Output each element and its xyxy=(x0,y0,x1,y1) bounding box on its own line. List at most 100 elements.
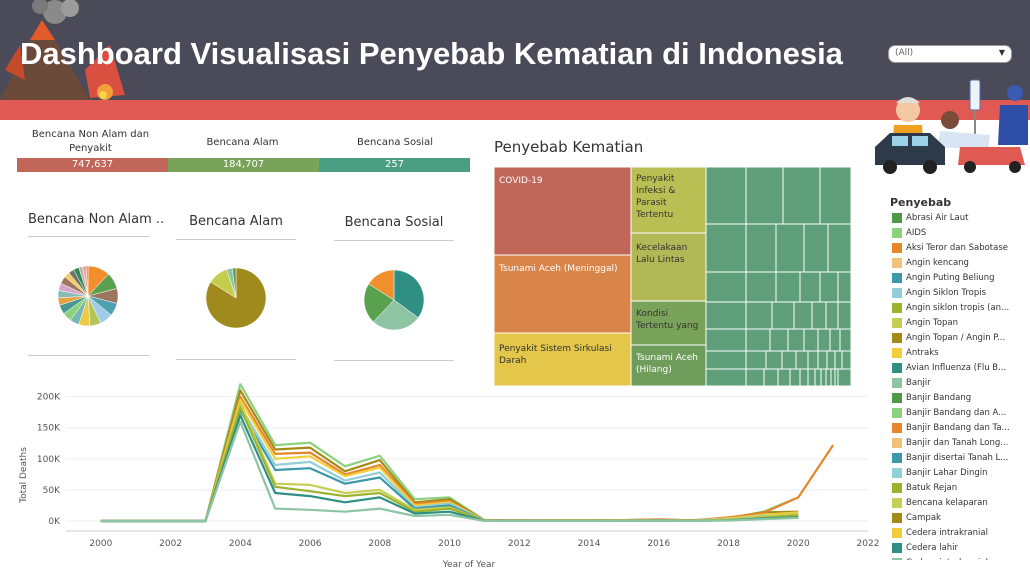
legend-item[interactable]: Abrasi Air Laut xyxy=(892,210,1028,225)
legend-item[interactable]: Cedera intrakranial xyxy=(892,555,1028,560)
treemap-cell[interactable] xyxy=(705,301,747,330)
treemap-cell[interactable] xyxy=(834,350,843,370)
legend-item[interactable]: Cedera lahir xyxy=(892,540,1028,555)
treemap-cell-tsunami-hilang[interactable] xyxy=(630,344,707,386)
legend-item[interactable]: Campak xyxy=(892,510,1028,525)
kpi-bar-alam[interactable]: 184,707 xyxy=(168,158,319,172)
legend-item[interactable]: Banjir Bandang xyxy=(892,390,1028,405)
treemap-cell[interactable] xyxy=(837,301,852,330)
treemap-cell[interactable] xyxy=(817,350,828,370)
legend-item[interactable]: Angin kencang xyxy=(892,255,1028,270)
treemap-cell-infeksi[interactable] xyxy=(630,167,707,234)
treemap-cell[interactable] xyxy=(829,328,841,352)
y-tick-label: 200K xyxy=(37,393,61,403)
kpi-bar-sosial[interactable]: 257 xyxy=(319,158,470,172)
legend-swatch xyxy=(892,362,902,373)
pie-title-sosial: Bencana Sosial xyxy=(344,215,444,230)
pie-slice[interactable] xyxy=(368,269,395,301)
treemap-cell[interactable] xyxy=(826,350,836,370)
legend-item[interactable]: Angin Topan xyxy=(892,315,1028,330)
legend-item[interactable]: Angin Topan / Angin P... xyxy=(892,330,1028,345)
treemap-cell[interactable] xyxy=(803,223,829,273)
pie-divider xyxy=(334,240,454,241)
legend-item[interactable]: Banjir xyxy=(892,375,1028,390)
legend-label: Batuk Rejan xyxy=(906,482,958,493)
legend-item[interactable]: Angin Puting Beliung xyxy=(892,270,1028,285)
treemap-cell[interactable] xyxy=(799,271,821,303)
chart-y-axis-label: Total Deaths xyxy=(19,447,29,504)
treemap-cell[interactable] xyxy=(745,301,773,330)
cause-filter-dropdown[interactable]: (All) ▼ xyxy=(888,45,1012,63)
series-line[interactable] xyxy=(100,420,799,523)
legend-item[interactable]: Banjir disertai Tanah L... xyxy=(892,450,1028,465)
treemap-cell[interactable] xyxy=(765,350,783,370)
treemap-cell-kecelakaan[interactable] xyxy=(630,232,707,302)
treemap-cell-sirkulasi[interactable] xyxy=(494,332,632,386)
kpi-bar-non-alam[interactable]: 747,637 xyxy=(17,158,168,172)
chevron-down-icon: ▼ xyxy=(998,48,1005,57)
pie-slice[interactable] xyxy=(363,283,395,323)
treemap-cell[interactable] xyxy=(745,328,771,352)
legend-item[interactable]: Batuk Rejan xyxy=(892,480,1028,495)
chart-x-axis-label: Year of Year xyxy=(442,560,496,570)
treemap-cell[interactable] xyxy=(793,301,813,330)
treemap-cell[interactable] xyxy=(745,167,784,225)
treemap-cell[interactable] xyxy=(745,271,777,303)
treemap-cell[interactable] xyxy=(819,271,839,303)
treemap-cell[interactable] xyxy=(817,328,831,352)
treemap-cell[interactable] xyxy=(771,301,795,330)
treemap-cell[interactable] xyxy=(787,328,805,352)
treemap-cell[interactable] xyxy=(837,271,852,303)
series-line[interactable] xyxy=(100,404,799,523)
treemap-cell[interactable] xyxy=(705,350,747,370)
treemap-small-cells[interactable] xyxy=(705,167,852,386)
legend-item[interactable]: Avian Influenza (Flu B... xyxy=(892,360,1028,375)
pie-slice[interactable] xyxy=(85,265,89,297)
treemap-cell[interactable] xyxy=(837,368,852,386)
legend-label: Banjir Lahar Dingin xyxy=(906,467,988,478)
treemap-cell[interactable] xyxy=(803,328,819,352)
treemap-cell[interactable] xyxy=(705,223,747,273)
x-tick-label: 2018 xyxy=(717,539,740,549)
legend-item[interactable]: Aksi Teror dan Sabotase xyxy=(892,240,1028,255)
treemap-cell[interactable] xyxy=(795,350,809,370)
treemap-cell[interactable] xyxy=(827,223,852,273)
volcano-illustration-icon xyxy=(0,0,125,100)
legend-item[interactable]: Banjir dan Tanah Long... xyxy=(892,435,1028,450)
treemap-cell[interactable] xyxy=(781,350,797,370)
legend-item[interactable]: Angin siklon tropis (an... xyxy=(892,300,1028,315)
pie-slice[interactable] xyxy=(373,299,419,331)
treemap-cell-tsunami-meninggal[interactable] xyxy=(494,254,632,334)
legend-label: Cedera intrakranial xyxy=(906,558,988,561)
legend-item[interactable]: Angin Siklon Tropis xyxy=(892,285,1028,300)
pie-divider xyxy=(176,239,296,240)
treemap-cell[interactable] xyxy=(825,301,839,330)
legend-item[interactable]: Banjir Lahar Dingin xyxy=(892,465,1028,480)
legend-item[interactable]: AIDS xyxy=(892,225,1028,240)
treemap-cell[interactable] xyxy=(811,301,827,330)
treemap-label-kondisi: Kondisi Tertentu yang xyxy=(635,309,698,331)
treemap-cell[interactable] xyxy=(745,223,777,273)
treemap-cell[interactable] xyxy=(841,350,852,370)
treemap-cell[interactable] xyxy=(705,328,747,352)
treemap-cell[interactable] xyxy=(807,350,819,370)
x-tick-label: 2008 xyxy=(368,539,391,549)
treemap-cell-kondisi[interactable] xyxy=(630,300,707,346)
legend-item[interactable]: Banjir Bandang dan A... xyxy=(892,405,1028,420)
treemap-cell[interactable] xyxy=(745,350,767,370)
treemap-cell[interactable] xyxy=(769,328,789,352)
legend-item[interactable]: Antraks xyxy=(892,345,1028,360)
pie-slice[interactable] xyxy=(393,269,425,318)
pie-slice[interactable] xyxy=(231,267,237,299)
treemap-cell[interactable] xyxy=(705,167,747,225)
treemap-cell[interactable] xyxy=(819,167,852,225)
treemap-cell[interactable] xyxy=(839,328,852,352)
legend-item[interactable]: Cedera intrakranial xyxy=(892,525,1028,540)
legend-item[interactable]: Bencana kelaparan xyxy=(892,495,1028,510)
legend-swatch xyxy=(892,227,902,238)
treemap-cell[interactable] xyxy=(782,167,821,225)
treemap-cell[interactable] xyxy=(775,271,801,303)
treemap-cell[interactable] xyxy=(705,271,747,303)
treemap-cell[interactable] xyxy=(775,223,805,273)
legend-item[interactable]: Banjir Bandang dan Ta... xyxy=(892,420,1028,435)
